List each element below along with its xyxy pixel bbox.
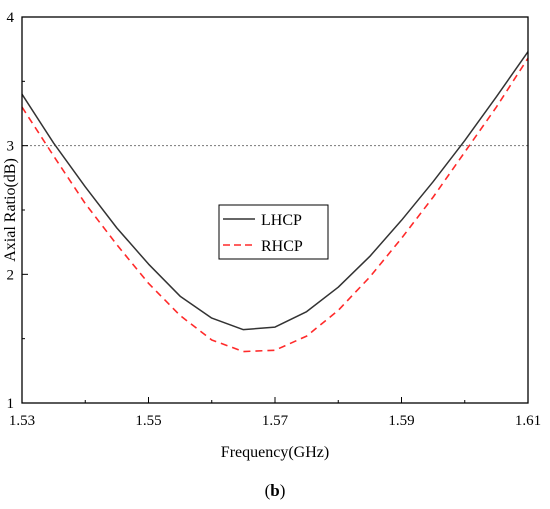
legend-label-lhcp: LHCP [261, 212, 302, 229]
caption-open-paren: ( [265, 481, 271, 500]
series-line-rhcp [21, 57, 529, 353]
y-tick-label: 2 [7, 267, 15, 283]
y-tick-label: 3 [7, 139, 15, 155]
x-tick-label: 1.55 [135, 413, 161, 429]
legend: LHCP RHCP [218, 204, 329, 260]
x-tick-label: 1.61 [515, 413, 541, 429]
x-axis-title: Frequency(GHz) [221, 444, 329, 461]
tick-layer: 1.53 1.55 1.57 1.59 1.61 1 2 3 4 [7, 10, 542, 429]
series-layer [21, 51, 529, 353]
series-line-lhcp [21, 51, 529, 331]
y-axis-title: Axial Ratio(dB) [2, 158, 19, 262]
y-tick-label: 1 [7, 396, 15, 412]
x-tick-label: 1.57 [262, 413, 289, 429]
legend-box [218, 204, 329, 260]
caption-letter: b [270, 481, 279, 500]
caption-close-paren: ) [280, 481, 286, 500]
figure-caption: (b) [265, 481, 286, 500]
legend-label-rhcp: RHCP [261, 238, 303, 255]
y-tick-label: 4 [7, 10, 15, 26]
x-tick-label: 1.53 [9, 413, 35, 429]
x-tick-label: 1.59 [388, 413, 414, 429]
